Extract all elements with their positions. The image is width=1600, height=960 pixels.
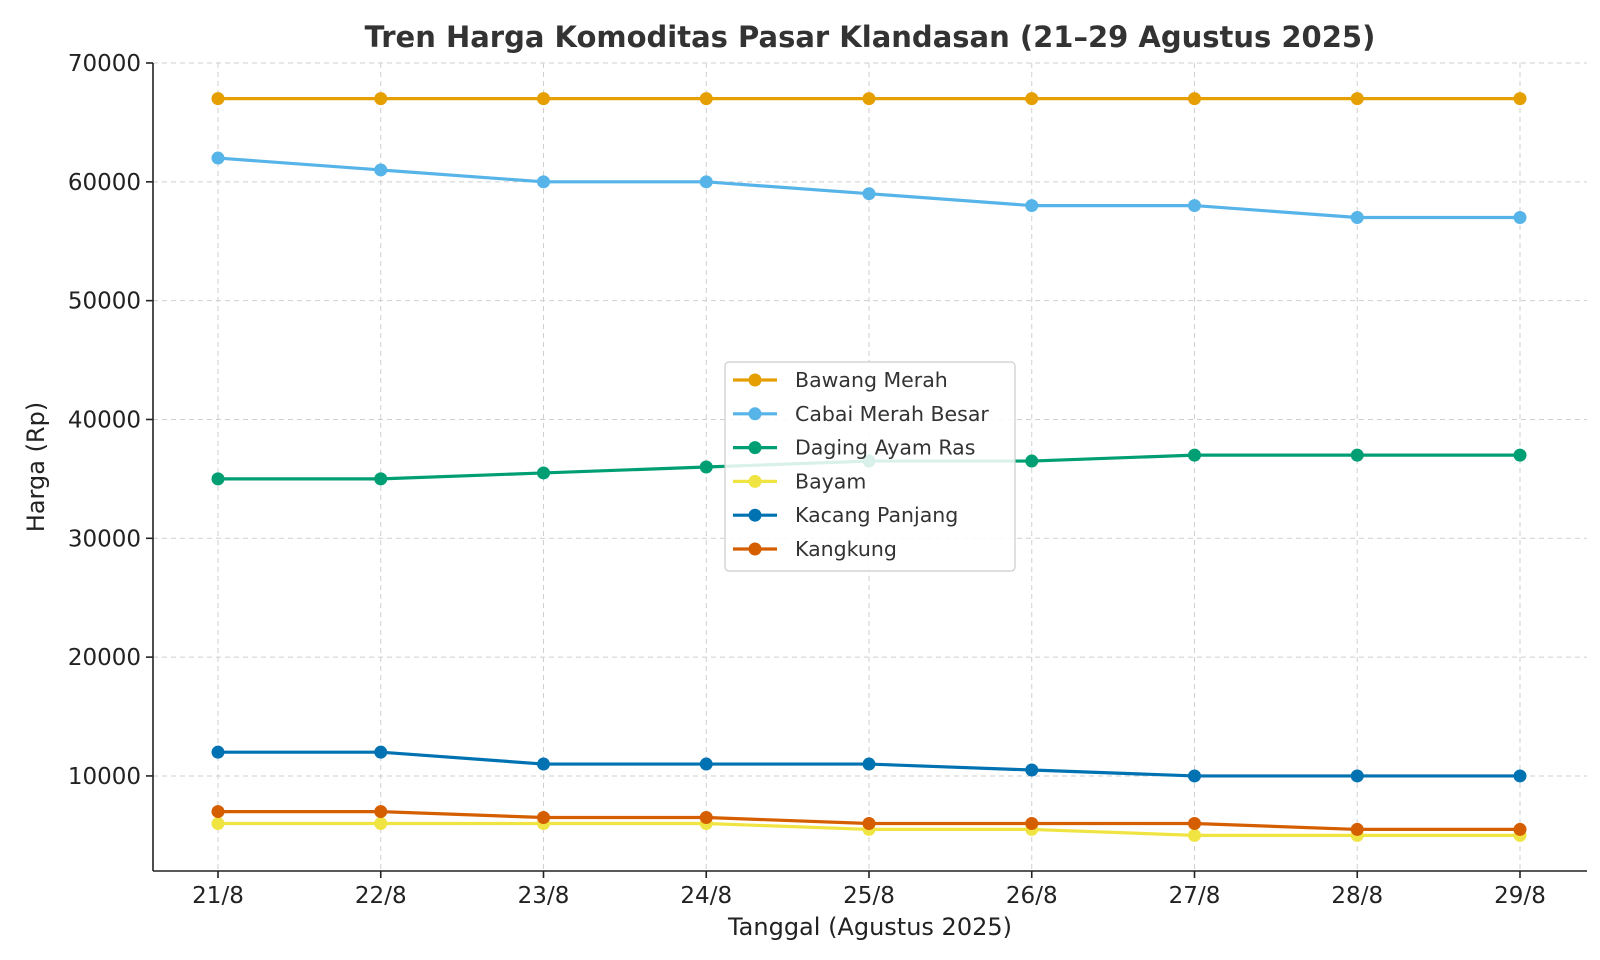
data-point [862,757,876,771]
y-tick-label: 40000 [68,407,141,433]
grid [153,62,1587,871]
axes [152,63,1587,872]
data-point [211,472,225,486]
legend-item: Cabai Merah Besar [733,402,989,426]
data-point [374,745,388,759]
series-group [211,745,1527,783]
y-tick-label: 60000 [68,170,141,196]
y-tick-label: 10000 [68,764,141,790]
data-point [699,811,713,825]
x-tick-label: 24/8 [680,883,732,909]
data-point [1513,210,1527,224]
x-tick-label: 23/8 [518,883,570,909]
x-axis-title: Tanggal (Agustus 2025) [727,913,1012,941]
data-point [1188,769,1201,783]
y-tick-label: 70000 [68,51,141,77]
data-point [537,92,550,106]
legend-item: Daging Ayam Ras [733,436,975,460]
legend-item: Bayam [733,469,866,493]
data-point [1513,448,1527,462]
data-point [374,472,388,486]
y-tick-label: 50000 [68,289,141,315]
legend-label: Kacang Panjang [795,503,958,527]
ticks: 21/8 22/8 23/8 24/8 25/8 26/8 27/8 28/8 29/8 1000… [68,51,1546,909]
legend-box [724,361,1016,572]
legend-label: Kangkung [795,537,897,561]
y-tick-label: 20000 [68,645,141,671]
x-tick-label: 26/8 [1006,883,1058,909]
chart-title: Tren Harga Komoditas Pasar Klandasan (21… [365,20,1376,54]
legend-swatch-marker [748,441,762,455]
y-tick-label: 30000 [68,526,141,552]
data-point [1513,822,1527,836]
data-point [1025,199,1039,213]
data-point [1188,92,1201,106]
data-point [537,466,550,480]
data-point [1513,769,1527,783]
data-point [1188,828,1201,842]
y-axis-title: Harga (Rp) [22,402,50,532]
legend-label: Bawang Merah [795,368,948,392]
data-point [1188,199,1201,213]
data-point [211,745,225,759]
legend: Bawang Merah Cabai Merah Besar Daging Ayam… [724,361,1016,572]
data-point [1350,448,1364,462]
data-point [211,92,225,106]
data-point [699,175,713,189]
data-point [374,805,388,819]
data-point [862,187,876,201]
legend-swatch-marker [748,373,762,387]
legend-item: Kangkung [733,537,897,561]
data-point [699,757,713,771]
data-point [1025,816,1039,830]
series-group [211,151,1527,224]
data-point [374,816,388,830]
legend-item: Kacang Panjang [733,503,958,527]
data-point [537,175,550,189]
x-tick-label: 22/8 [355,883,407,909]
legend-swatch-marker [748,508,762,522]
data-point [1025,454,1039,468]
legend-label: Cabai Merah Besar [795,402,989,426]
data-point [1350,769,1364,783]
data-point [1350,210,1364,224]
series-group [211,805,1527,836]
x-tick-label: 21/8 [192,883,244,909]
data-point [1513,92,1527,106]
data-point [1188,448,1201,462]
legend-swatch-marker [748,407,762,421]
data-point [374,92,388,106]
data-point [537,811,550,825]
data-point [537,757,550,771]
data-point [1350,92,1364,106]
data-point [862,816,876,830]
x-tick-label: 28/8 [1331,883,1383,909]
data-point [862,92,876,106]
legend-items: Bawang Merah Cabai Merah Besar Daging Ayam… [733,368,989,561]
legend-item: Bawang Merah [733,368,948,392]
legend-swatch-marker [748,474,762,488]
data-point [374,163,388,177]
series-group [211,92,1527,106]
data-point [211,816,225,830]
data-point [211,151,225,165]
data-point [1350,822,1364,836]
data-point [699,92,713,106]
legend-label: Daging Ayam Ras [795,436,975,460]
legend-swatch-marker [748,542,762,556]
data-point [1025,92,1039,106]
x-tick-label: 29/8 [1494,883,1546,909]
data-point [1188,816,1201,830]
data-point [211,805,225,819]
x-tick-label: 27/8 [1169,883,1221,909]
data-point [699,460,713,474]
data-point [1025,763,1039,777]
x-tick-label: 25/8 [843,883,895,909]
legend-label: Bayam [795,469,866,493]
